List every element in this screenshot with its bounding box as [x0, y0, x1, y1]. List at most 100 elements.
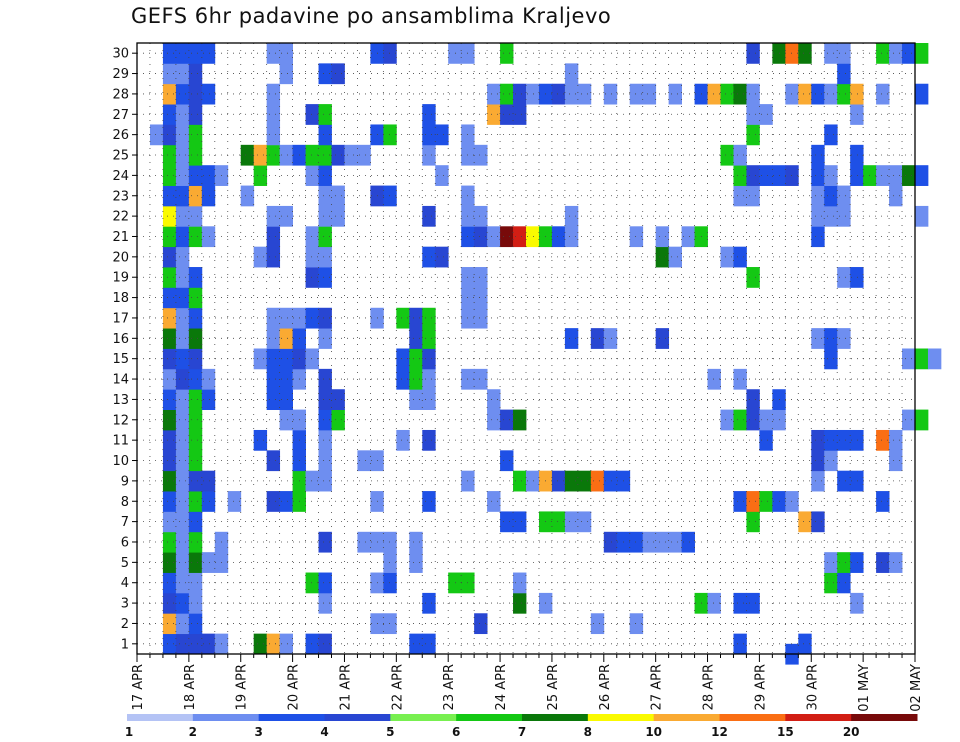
x-tick-label: 18 APR: [183, 664, 198, 710]
heatmap-cell: [201, 226, 216, 248]
heatmap-cell: [188, 409, 203, 431]
heatmap-cell: [162, 267, 177, 288]
x-tick-label: 19 APR: [235, 664, 250, 710]
heatmap-cell: [759, 429, 773, 451]
heatmap-cell: [837, 185, 851, 207]
heatmap-cell: [824, 165, 838, 186]
heatmap-cell: [837, 267, 851, 288]
heatmap-cell: [577, 470, 592, 492]
heatmap-cell: [175, 185, 190, 207]
heatmap-cell: [785, 491, 799, 512]
heatmap-cell: [681, 226, 695, 248]
heatmap-cell: [162, 226, 177, 248]
heatmap-cell: [889, 429, 903, 451]
y-tick-label: 23: [112, 189, 129, 204]
heatmap-cell: [746, 267, 760, 288]
heatmap-cell: [746, 185, 760, 207]
y-tick-label: 3: [121, 597, 129, 612]
colorbar-swatch: [390, 714, 457, 721]
heatmap-cell: [279, 328, 293, 349]
heatmap-cell: [162, 144, 177, 166]
heatmap-cell: [733, 491, 747, 512]
heatmap-cell: [175, 368, 190, 390]
heatmap-cell: [266, 450, 281, 472]
heatmap-cell: [162, 63, 177, 85]
heatmap-cell: [603, 83, 618, 105]
colorbar-label: 1: [125, 725, 133, 739]
heatmap-cell: [162, 124, 177, 146]
heatmap-cell: [188, 511, 203, 533]
heatmap-cell: [409, 368, 423, 390]
colorbar-label: 6: [452, 725, 460, 739]
heatmap-cell: [733, 633, 747, 655]
heatmap-cell: [266, 368, 281, 390]
heatmap-cell: [746, 511, 760, 533]
heatmap-cell: [915, 348, 929, 370]
heatmap-cell: [733, 165, 747, 186]
heatmap-cell: [837, 205, 851, 227]
colorbar-swatch: [785, 714, 852, 721]
heatmap-cell: [720, 409, 734, 431]
heatmap-cell: [253, 633, 268, 655]
heatmap-cell: [188, 552, 203, 573]
y-tick-label: 9: [121, 474, 129, 489]
heatmap-cell: [785, 165, 799, 186]
heatmap-cell: [188, 83, 203, 105]
colorbar-swatch: [192, 714, 260, 721]
heatmap-cell: [603, 328, 618, 349]
heatmap-cell: [162, 348, 177, 370]
x-tick-label: 17 APR: [131, 664, 146, 710]
heatmap-cell: [927, 348, 942, 370]
colorbar-swatch: [522, 714, 589, 721]
heatmap-cell: [409, 633, 423, 655]
heatmap-cell: [357, 144, 371, 166]
heatmap-cell: [305, 470, 319, 492]
heatmap-cell: [188, 104, 203, 125]
x-tick-label: 20 APR: [287, 664, 302, 710]
y-tick-label: 14: [112, 373, 129, 388]
heatmap-cell: [850, 429, 864, 451]
heatmap-cell: [564, 205, 579, 227]
heatmap-cell: [889, 43, 903, 64]
heatmap-cell: [331, 63, 345, 85]
heatmap-cell: [746, 165, 760, 186]
heatmap-cell: [331, 409, 345, 431]
heatmap-cell: [798, 511, 812, 533]
heatmap-cell: [188, 267, 203, 288]
heatmap-cell: [305, 104, 319, 125]
heatmap-cell: [188, 328, 203, 349]
y-axis: 1234567891011121314151617181920212223242…: [112, 47, 137, 652]
heatmap-cell: [188, 450, 203, 472]
heatmap-cell: [798, 83, 812, 105]
heatmap-cell: [837, 43, 851, 64]
heatmap-cell: [188, 592, 203, 614]
heatmap-cell: [162, 368, 177, 390]
heatmap-cell: [188, 165, 203, 186]
heatmap-cell: [201, 185, 216, 207]
y-tick-label: 17: [112, 311, 129, 326]
heatmap-cell: [500, 83, 514, 105]
heatmap-cell: [733, 246, 747, 268]
heatmap-cell: [149, 124, 164, 146]
heatmap-cell: [746, 592, 760, 614]
heatmap-cell: [474, 205, 488, 227]
heatmap-cell: [837, 328, 851, 349]
heatmap-cell: [162, 450, 177, 472]
heatmap-cell: [487, 409, 501, 431]
heatmap-cell: [409, 348, 423, 370]
heatmap-cell: [513, 83, 527, 105]
heatmap-cell: [850, 83, 864, 105]
heatmap-cell: [526, 83, 540, 105]
heatmap-cell: [785, 83, 799, 105]
heatmap-cell: [266, 389, 281, 410]
y-tick-label: 15: [112, 352, 129, 367]
heatmap-cell: [422, 205, 436, 227]
heatmap-cell: [266, 205, 281, 227]
heatmap-cell: [915, 205, 929, 227]
x-tick-label: 01 MAY: [857, 664, 872, 712]
heatmap-cell: [188, 389, 203, 410]
heatmap-cell: [422, 491, 436, 512]
heatmap-cell: [746, 104, 760, 125]
heatmap-cell: [188, 613, 203, 635]
